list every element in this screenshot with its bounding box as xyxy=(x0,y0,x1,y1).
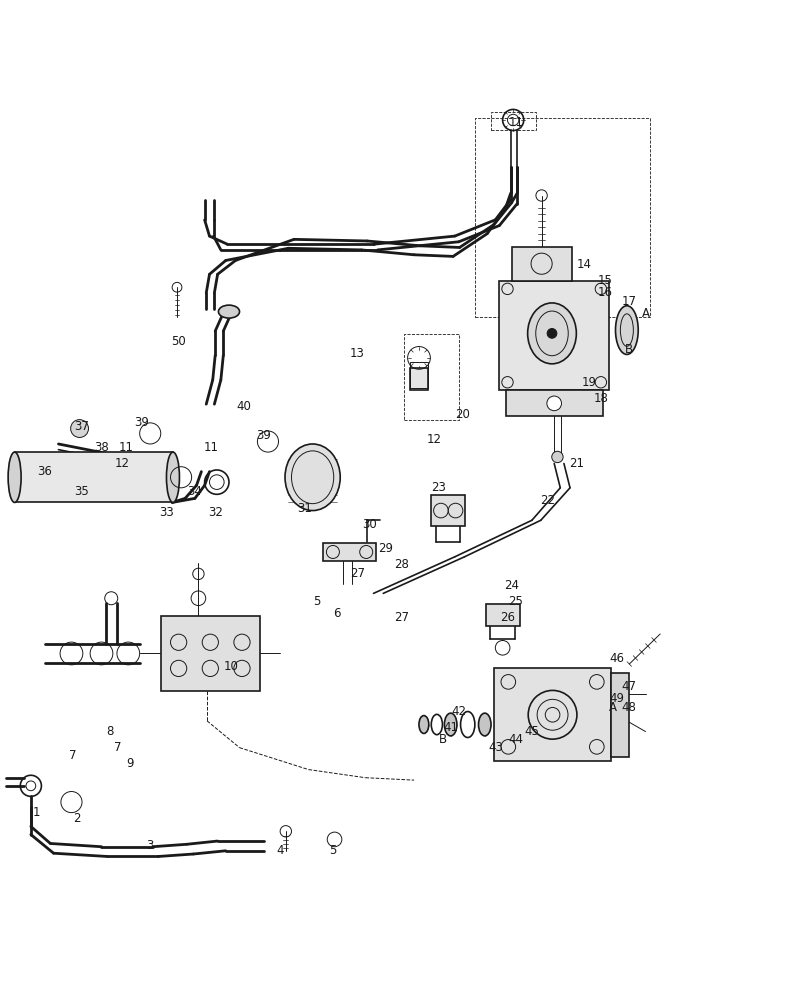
Bar xyxy=(474,118,649,317)
Ellipse shape xyxy=(218,305,239,318)
Text: 35: 35 xyxy=(74,485,88,498)
Text: 5: 5 xyxy=(328,844,337,857)
Text: 4: 4 xyxy=(276,844,284,857)
Text: 43: 43 xyxy=(487,741,502,754)
Text: 39: 39 xyxy=(135,416,149,429)
Text: 25: 25 xyxy=(508,595,522,608)
Ellipse shape xyxy=(444,713,457,736)
Text: 20: 20 xyxy=(455,408,470,421)
Text: 2: 2 xyxy=(73,812,81,825)
Bar xyxy=(431,495,465,526)
Text: 30: 30 xyxy=(362,518,376,531)
Text: 11: 11 xyxy=(118,441,133,454)
Text: 38: 38 xyxy=(94,441,109,454)
Ellipse shape xyxy=(285,444,340,511)
Text: A: A xyxy=(641,307,649,320)
Ellipse shape xyxy=(8,452,21,502)
Text: B: B xyxy=(438,733,446,746)
Text: 21: 21 xyxy=(569,457,583,470)
Circle shape xyxy=(547,329,556,338)
Text: 42: 42 xyxy=(451,705,466,718)
Text: 1: 1 xyxy=(32,806,41,819)
Text: 44: 44 xyxy=(508,733,522,746)
Text: 6: 6 xyxy=(333,607,341,620)
Text: 46: 46 xyxy=(609,652,624,665)
Text: 28: 28 xyxy=(394,558,409,571)
Ellipse shape xyxy=(418,716,428,733)
Text: 24: 24 xyxy=(504,579,518,592)
Text: 48: 48 xyxy=(621,701,636,714)
Ellipse shape xyxy=(615,306,637,354)
Text: 34: 34 xyxy=(187,485,202,498)
Text: B: B xyxy=(624,343,633,356)
Bar xyxy=(161,616,260,691)
Text: 26: 26 xyxy=(500,611,514,624)
Text: 15: 15 xyxy=(597,274,611,287)
Text: 7: 7 xyxy=(114,741,122,754)
Text: 11: 11 xyxy=(508,116,523,129)
Text: 9: 9 xyxy=(126,757,134,770)
Bar xyxy=(15,452,173,502)
Bar xyxy=(491,112,535,130)
Bar xyxy=(410,368,427,390)
Ellipse shape xyxy=(166,452,179,502)
Text: 36: 36 xyxy=(37,465,52,478)
Text: 41: 41 xyxy=(443,721,457,734)
Text: 3: 3 xyxy=(146,839,154,852)
Text: 18: 18 xyxy=(593,392,607,405)
Text: 37: 37 xyxy=(74,420,88,433)
Text: A: A xyxy=(608,701,616,714)
Ellipse shape xyxy=(478,713,491,736)
Text: 22: 22 xyxy=(540,493,555,506)
Text: 50: 50 xyxy=(171,335,186,348)
Text: 16: 16 xyxy=(597,286,611,299)
Circle shape xyxy=(71,420,88,437)
Text: 5: 5 xyxy=(312,595,320,608)
Text: 27: 27 xyxy=(394,611,409,624)
Bar xyxy=(410,362,427,388)
Circle shape xyxy=(551,451,562,463)
Text: 49: 49 xyxy=(609,692,624,705)
Bar xyxy=(323,543,375,561)
Text: 12: 12 xyxy=(114,457,129,470)
Text: 39: 39 xyxy=(256,429,271,442)
Bar xyxy=(499,281,608,390)
Text: 19: 19 xyxy=(581,376,595,389)
Text: 29: 29 xyxy=(378,542,393,555)
Text: 33: 33 xyxy=(159,506,174,519)
Ellipse shape xyxy=(527,303,576,364)
Text: 45: 45 xyxy=(524,725,539,738)
Text: 40: 40 xyxy=(236,400,251,413)
Text: 13: 13 xyxy=(350,347,364,360)
Bar xyxy=(611,673,629,757)
Text: 32: 32 xyxy=(208,506,222,519)
Text: 27: 27 xyxy=(350,567,364,580)
Text: 10: 10 xyxy=(224,660,238,673)
Bar xyxy=(485,604,519,626)
Text: 23: 23 xyxy=(431,481,445,494)
Text: 12: 12 xyxy=(427,433,441,446)
Text: 7: 7 xyxy=(69,749,77,762)
Text: 14: 14 xyxy=(577,258,591,271)
Bar xyxy=(493,668,611,761)
Bar xyxy=(511,247,572,281)
Circle shape xyxy=(546,396,560,411)
Bar xyxy=(403,334,458,420)
Text: 11: 11 xyxy=(204,441,218,454)
Text: 8: 8 xyxy=(105,725,114,738)
Text: 31: 31 xyxy=(297,502,311,515)
Text: 17: 17 xyxy=(621,295,636,308)
Text: 47: 47 xyxy=(621,680,636,693)
Bar xyxy=(505,390,602,416)
